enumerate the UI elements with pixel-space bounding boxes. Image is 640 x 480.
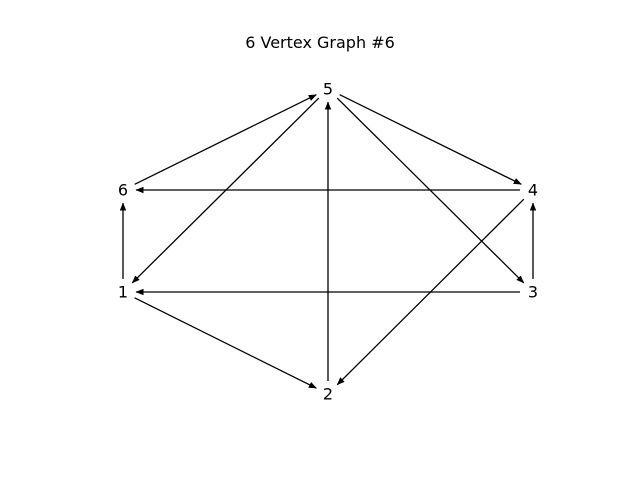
edges-layer bbox=[119, 94, 537, 389]
edge-5-to-3 bbox=[336, 97, 525, 284]
edge-6-to-5 bbox=[134, 94, 317, 185]
node-6: 6 bbox=[118, 181, 128, 200]
edge-4-to-2 bbox=[336, 198, 525, 386]
node-4: 4 bbox=[528, 181, 538, 200]
node-5: 5 bbox=[323, 80, 333, 99]
edge-5-to-1 bbox=[131, 97, 320, 284]
nodes-layer: 1 2 3 4 5 6 bbox=[118, 80, 538, 404]
node-1: 1 bbox=[118, 283, 128, 302]
graph-title: 6 Vertex Graph #6 bbox=[245, 33, 395, 52]
node-3: 3 bbox=[528, 283, 538, 302]
node-2: 2 bbox=[323, 385, 333, 404]
edge-5-to-4 bbox=[339, 94, 522, 185]
edge-1-to-2 bbox=[134, 297, 317, 389]
